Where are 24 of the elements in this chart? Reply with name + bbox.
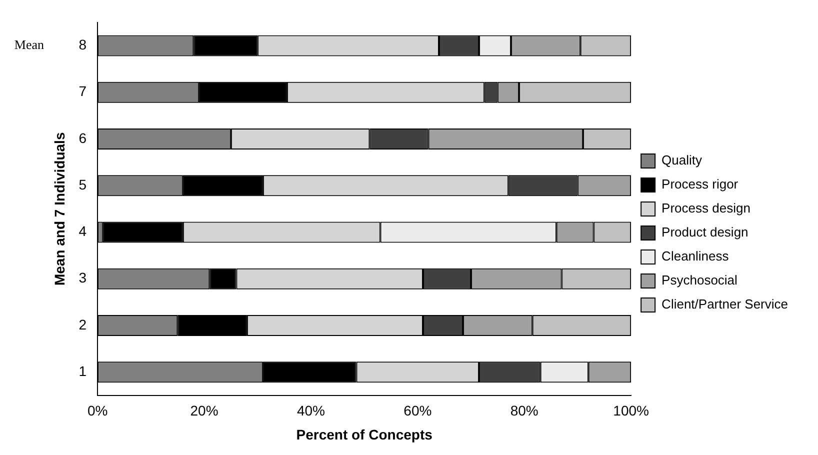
y-tick-label: 6 [78, 130, 87, 146]
y-tick-label: 8 [78, 36, 87, 53]
legend-label: Client/Partner Service [662, 296, 788, 312]
x-tick-label: 0% [87, 402, 108, 419]
x-tick-label: 20% [190, 402, 218, 419]
legend-label: Cleanliness [662, 248, 730, 264]
y-tick-label: 5 [78, 176, 87, 192]
legend-label: Product design [662, 224, 748, 240]
x-tick-label: 40% [296, 402, 325, 419]
legend-label: Quality [662, 152, 703, 168]
y-axis-title: Mean and 7 Individuals [51, 132, 68, 286]
legend-label: Process rigor [662, 176, 739, 192]
legend-label: Psychosocial [662, 272, 738, 288]
x-tick-label: 60% [404, 402, 432, 419]
x-tick-label: 80% [510, 402, 538, 419]
text: Mean [14, 37, 44, 52]
y-tick-label: 1 [78, 362, 87, 379]
y-tick-label: 3 [78, 270, 87, 286]
x-axis-title: Percent of Concepts [296, 426, 433, 442]
y-tick-label: 4 [78, 223, 87, 240]
y-tick-label: 7 [78, 83, 87, 100]
legend-label: Process design [662, 200, 750, 216]
x-tick-label: 100% [613, 402, 649, 419]
y-tick-label: 2 [78, 316, 87, 332]
